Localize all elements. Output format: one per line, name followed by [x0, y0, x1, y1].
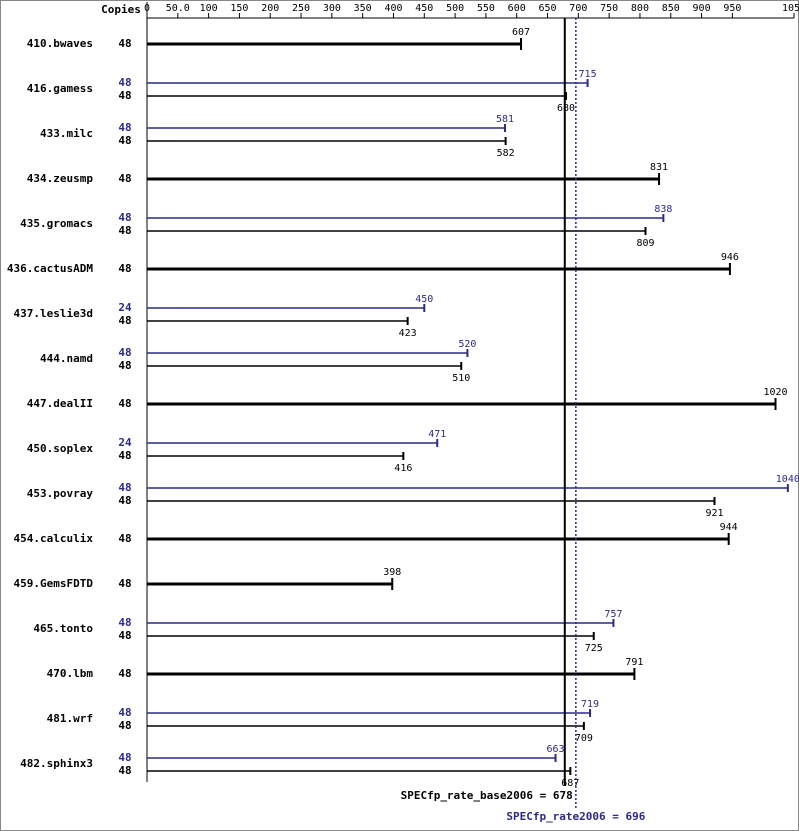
x-tick-label: 0	[144, 3, 150, 14]
value-label: 581	[496, 114, 514, 125]
benchmark-label: 416.gamess	[27, 82, 93, 95]
x-tick-label: 200	[261, 3, 279, 14]
value-label: 398	[383, 567, 401, 578]
benchmark-label: 465.tonto	[33, 622, 93, 635]
benchmark-label: 435.gromacs	[20, 217, 93, 230]
copies-label: 48	[118, 667, 131, 680]
value-label: 450	[415, 294, 433, 305]
value-label: 725	[585, 643, 603, 654]
benchmark-label: 454.calculix	[14, 532, 94, 545]
reference-label: SPECfp_rate2006 = 696	[506, 810, 645, 823]
value-label: 791	[625, 657, 643, 668]
copies-label: 48	[118, 764, 131, 777]
copies-label: 48	[118, 532, 131, 545]
copies-label: 48	[118, 121, 131, 134]
value-label: 831	[650, 162, 668, 173]
copies-label: 48	[118, 89, 131, 102]
benchmark-label: 433.milc	[40, 127, 93, 140]
copies-label: 48	[118, 314, 131, 327]
benchmark-label: 482.sphinx3	[20, 757, 93, 770]
value-label: 809	[636, 238, 654, 249]
benchmark-label: 450.soplex	[27, 442, 94, 455]
value-label: 471	[428, 429, 446, 440]
value-label: 520	[458, 339, 476, 350]
value-label: 680	[557, 103, 575, 114]
value-label: 946	[721, 252, 739, 263]
copies-label: 24	[118, 436, 132, 449]
copies-label: 48	[118, 481, 131, 494]
x-tick-label: 450	[415, 3, 433, 14]
copies-label: 48	[118, 134, 131, 147]
value-label: 719	[581, 699, 599, 710]
copies-label: 48	[118, 629, 131, 642]
value-label: 663	[547, 744, 565, 755]
copies-label: 48	[118, 172, 131, 185]
copies-label: 48	[118, 449, 131, 462]
benchmark-label: 459.GemsFDTD	[14, 577, 94, 590]
x-tick-label: 400	[384, 3, 402, 14]
value-label: 1020	[763, 387, 787, 398]
benchmark-label: 437.leslie3d	[14, 307, 93, 320]
copies-label: 48	[118, 616, 131, 629]
benchmark-label: 481.wrf	[47, 712, 93, 725]
x-tick-label: 550	[477, 3, 495, 14]
copies-label: 48	[118, 751, 131, 764]
value-label: 1040	[776, 474, 799, 485]
value-label: 944	[720, 522, 738, 533]
x-tick-label: 350	[354, 3, 372, 14]
x-tick-label: 1050	[782, 3, 799, 14]
value-label: 921	[705, 508, 723, 519]
copies-label: 48	[118, 211, 131, 224]
x-tick-label: 800	[631, 3, 649, 14]
benchmark-label: 434.zeusmp	[27, 172, 94, 185]
x-tick-label: 100	[200, 3, 218, 14]
x-tick-label: 250	[292, 3, 310, 14]
value-label: 510	[452, 373, 470, 384]
x-tick-label: 150	[230, 3, 248, 14]
benchmark-label: 444.namd	[40, 352, 93, 365]
benchmark-label: 447.dealII	[27, 397, 93, 410]
value-label: 423	[399, 328, 417, 339]
copies-label: 48	[118, 37, 131, 50]
benchmark-label: 470.lbm	[47, 667, 94, 680]
value-label: 757	[604, 609, 622, 620]
x-tick-label: 850	[662, 3, 680, 14]
x-tick-label: 750	[600, 3, 618, 14]
copies-label: 48	[118, 397, 131, 410]
copies-label: 48	[118, 224, 131, 237]
copies-label: 48	[118, 76, 131, 89]
x-tick-label: 500	[446, 3, 464, 14]
copies-label: 48	[118, 359, 131, 372]
x-tick-label: 700	[569, 3, 587, 14]
benchmark-label: 453.povray	[27, 487, 94, 500]
value-label: 715	[579, 69, 597, 80]
benchmark-label: 436.cactusADM	[7, 262, 93, 275]
value-label: 416	[394, 463, 412, 474]
value-label: 607	[512, 27, 530, 38]
value-label: 687	[561, 778, 579, 789]
x-tick-label: 600	[508, 3, 526, 14]
copies-label: 48	[118, 706, 131, 719]
reference-label: SPECfp_rate_base2006 = 678	[401, 789, 573, 802]
value-label: 838	[654, 204, 672, 215]
benchmark-label: 410.bwaves	[27, 37, 93, 50]
copies-label: 48	[118, 262, 131, 275]
x-tick-label: 900	[693, 3, 711, 14]
copies-label: 48	[118, 346, 131, 359]
copies-label: 24	[118, 301, 132, 314]
copies-label: 48	[118, 719, 131, 732]
x-tick-label: 300	[323, 3, 341, 14]
copies-label: 48	[118, 494, 131, 507]
value-label: 582	[497, 148, 515, 159]
x-tick-label: 50.0	[166, 3, 190, 14]
copies-header: Copies	[101, 3, 141, 16]
value-label: 709	[575, 733, 593, 744]
copies-label: 48	[118, 577, 131, 590]
x-tick-label: 650	[538, 3, 556, 14]
x-tick-label: 950	[723, 3, 741, 14]
